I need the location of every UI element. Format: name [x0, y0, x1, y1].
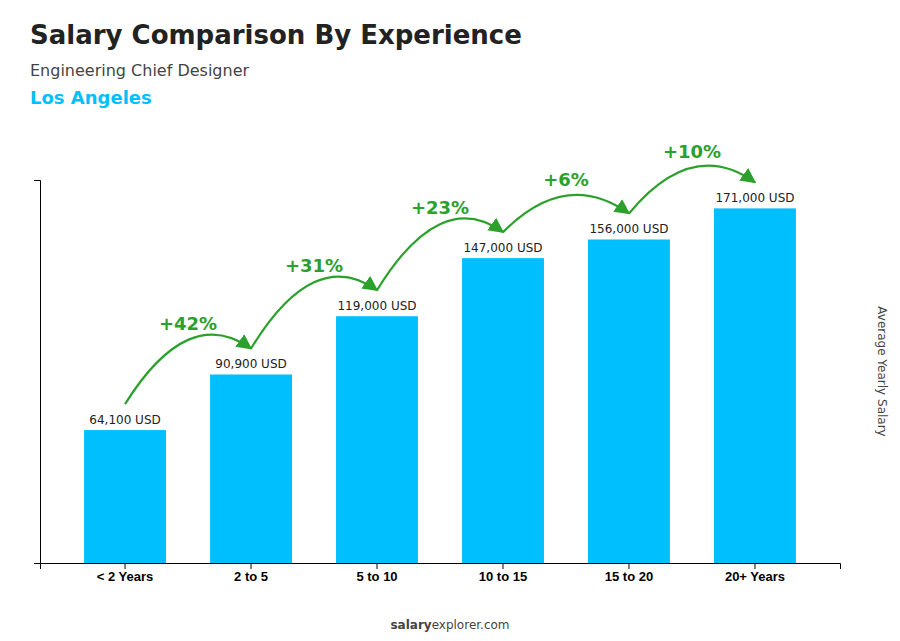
x-tick: 2 to 5: [234, 563, 268, 584]
data-label: 156,000 USD: [589, 222, 668, 236]
x-axis-line: [41, 564, 841, 570]
bar: [336, 316, 418, 563]
change-label: +6%: [543, 169, 589, 190]
x-tick: 5 to 10: [356, 563, 397, 584]
data-label: 171,000 USD: [715, 191, 794, 205]
bar: [210, 374, 292, 563]
data-label: 147,000 USD: [463, 241, 542, 255]
data-label: 90,900 USD: [215, 357, 286, 371]
location: Los Angeles: [30, 87, 152, 108]
x-tick-label: < 2 Years: [97, 569, 154, 584]
footer: salaryexplorer.com: [390, 618, 509, 632]
footer-part: explorer.com: [432, 618, 510, 632]
x-tick: 10 to 15: [479, 563, 527, 584]
x-tick: 15 to 20: [605, 563, 653, 584]
change-arrow: [251, 277, 377, 349]
x-axis: < 2 Years 2 to 5 5 to 10 10 to 15 15 to 20 20…: [41, 563, 841, 584]
y-axis: [34, 181, 41, 564]
chart-svg: Salary Comparison By Experience Engineeri…: [0, 0, 900, 641]
x-tick-mark: [628, 563, 629, 569]
annotations: +42% +31% +23% +6% +10%: [125, 141, 755, 404]
change-arrow: [629, 166, 755, 214]
footer-part: salary: [390, 618, 431, 632]
y-axis-line: [34, 181, 41, 564]
change-label: +31%: [285, 255, 343, 276]
bar: [588, 239, 670, 563]
x-tick-mark: [377, 563, 378, 569]
y-axis-title: Average Yearly Salary: [875, 306, 889, 436]
bar: [84, 430, 166, 563]
x-tick-mark: [754, 563, 755, 569]
x-tick-label: 20+ Years: [725, 569, 785, 584]
change-label: +23%: [411, 197, 469, 218]
change-arrow: [377, 218, 503, 290]
x-tick-label: 2 to 5: [234, 569, 268, 584]
bar: [714, 208, 796, 563]
x-tick-label: 15 to 20: [605, 569, 653, 584]
change-arrow: [125, 335, 251, 404]
x-tick-mark: [502, 563, 503, 569]
plot-area: [84, 208, 796, 563]
x-tick: < 2 Years: [97, 563, 154, 584]
bar: [462, 258, 544, 563]
change-label: +42%: [159, 313, 217, 334]
x-tick: 20+ Years: [725, 563, 785, 584]
change-label: +10%: [663, 141, 721, 162]
data-label: 119,000 USD: [337, 299, 416, 313]
data-label: 64,100 USD: [89, 413, 160, 427]
subtitle: Engineering Chief Designer: [30, 61, 249, 80]
x-tick-label: 10 to 15: [479, 569, 527, 584]
x-tick-mark: [251, 563, 252, 569]
x-tick-mark: [125, 563, 126, 569]
change-arrow: [503, 195, 629, 232]
x-tick-label: 5 to 10: [356, 569, 397, 584]
title: Salary Comparison By Experience: [30, 20, 522, 50]
